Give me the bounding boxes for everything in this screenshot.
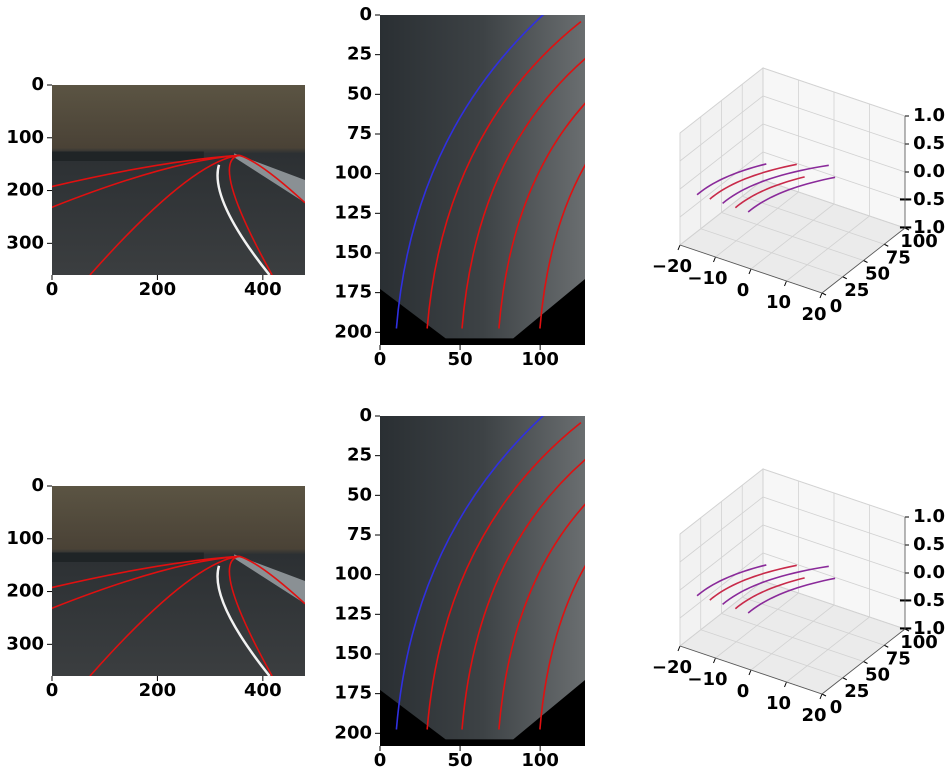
- y-tick-label: 200: [334, 321, 372, 342]
- mask-bottom: [442, 739, 518, 746]
- x-tick-label: 200: [139, 279, 177, 300]
- y-tick-label: 75: [347, 123, 372, 144]
- x-tick-label: −20: [652, 256, 692, 277]
- x-tick-label: 100: [521, 349, 559, 370]
- page: {"chart_data": [ {"type": "image", "xlim…: [0, 0, 949, 770]
- x-tick: [749, 670, 751, 675]
- y-tick-label: 100: [334, 564, 372, 585]
- x-tick-label: 100: [521, 750, 559, 770]
- y-tick-label: 175: [334, 282, 372, 303]
- y-tick-label: 50: [347, 484, 372, 505]
- y-tick-label: 100: [6, 528, 44, 549]
- x-tick-label: 400: [244, 680, 282, 701]
- guard-rail: [52, 553, 204, 563]
- x-tick-label: 50: [448, 349, 473, 370]
- x-tick-label: 0: [374, 750, 387, 770]
- y-tick: [843, 277, 847, 279]
- y-tick-label: 150: [334, 242, 372, 263]
- image-background: [52, 85, 305, 275]
- x-tick-label: 50: [448, 750, 473, 770]
- guard-rail: [52, 152, 204, 162]
- figure: 0200400010020030005010002550751001251501…: [0, 0, 949, 770]
- y-tick-label: 125: [334, 202, 372, 223]
- x-tick: [714, 658, 716, 663]
- image: [380, 8, 694, 345]
- x-tick-label: 0: [737, 681, 750, 702]
- y-tick: [822, 293, 826, 295]
- x-tick-label: 0: [737, 280, 750, 301]
- y-tick-label: 0: [830, 296, 843, 317]
- x-tick-label: −10: [687, 669, 727, 690]
- y-tick: [864, 261, 868, 263]
- y-tick-label: 100: [334, 163, 372, 184]
- z-tick-label: 0.0: [913, 161, 945, 182]
- y-tick: [822, 694, 826, 696]
- image-background: [380, 416, 585, 746]
- image: [39, 85, 305, 275]
- image: [380, 409, 694, 746]
- x-tick-label: −10: [687, 268, 727, 289]
- x-tick-label: 20: [801, 304, 826, 325]
- y-tick-label: 0: [359, 405, 372, 426]
- x-tick: [820, 293, 822, 298]
- x-tick: [714, 257, 716, 262]
- z-tick-label: 1.0: [913, 105, 945, 126]
- y-tick-label: 25: [347, 445, 372, 466]
- x-tick: [785, 281, 787, 286]
- x-tick: [820, 694, 822, 699]
- z-tick-label: 0.0: [913, 562, 945, 583]
- y-tick-label: 300: [6, 633, 44, 654]
- z-tick-label: 0.5: [913, 133, 945, 154]
- z-tick-label: 1.0: [913, 506, 945, 527]
- y-tick-label: 0: [359, 4, 372, 25]
- y-tick-label: 175: [334, 683, 372, 704]
- x-tick: [749, 269, 751, 274]
- y-tick-label: 75: [347, 524, 372, 545]
- y-tick: [843, 678, 847, 680]
- y-tick-label: 300: [6, 232, 44, 253]
- y-tick-label: 200: [6, 180, 44, 201]
- y-tick-label: 200: [6, 581, 44, 602]
- x-tick-label: 10: [766, 693, 791, 714]
- y-tick-label: 100: [6, 127, 44, 148]
- x-tick-label: −20: [652, 657, 692, 678]
- y-tick-label: 200: [334, 722, 372, 743]
- y-tick: [864, 662, 868, 664]
- y-tick-label: 50: [347, 83, 372, 104]
- y-tick-label: 0: [31, 74, 44, 95]
- x-tick-label: 0: [46, 680, 59, 701]
- y-tick-label: 25: [347, 44, 372, 65]
- y-tick-label: 125: [334, 603, 372, 624]
- x-tick: [785, 682, 787, 687]
- x-tick: [678, 646, 680, 651]
- image-background: [52, 486, 305, 676]
- mask-bottom: [442, 338, 518, 345]
- x-tick-label: 0: [374, 349, 387, 370]
- y-tick-label: 0: [830, 697, 843, 718]
- x-tick-label: 400: [244, 279, 282, 300]
- x-tick-label: 10: [766, 292, 791, 313]
- y-tick: [884, 244, 888, 246]
- x-tick-label: 20: [801, 705, 826, 726]
- y-tick-label: 0: [31, 475, 44, 496]
- z-tick-label: 0.5: [913, 534, 945, 555]
- x-tick-label: 0: [46, 279, 59, 300]
- x-tick-label: 200: [139, 680, 177, 701]
- y-tick-label: 150: [334, 643, 372, 664]
- image-background: [380, 15, 585, 345]
- x-tick: [678, 245, 680, 250]
- image: [39, 486, 305, 676]
- y-tick: [884, 645, 888, 647]
